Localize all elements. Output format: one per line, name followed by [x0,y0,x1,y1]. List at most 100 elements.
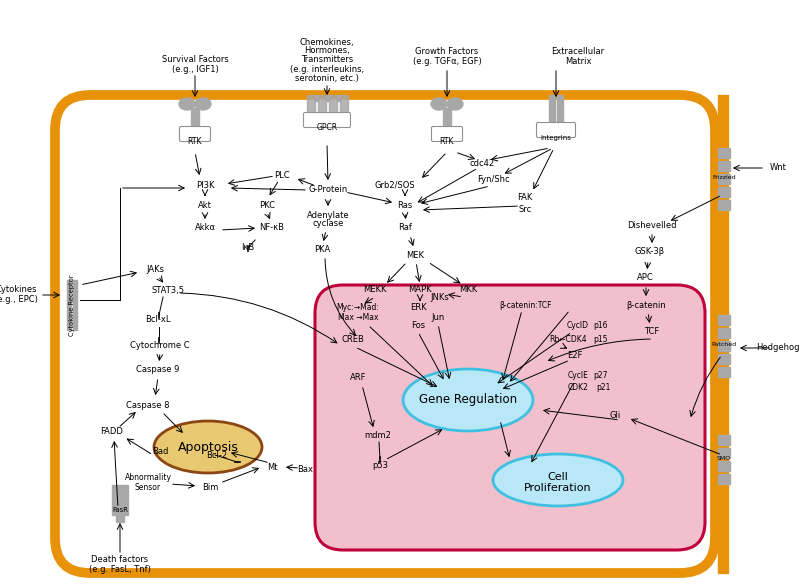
Bar [718,367,730,377]
Text: Dishevelled: Dishevelled [627,221,677,230]
Text: Gli: Gli [610,410,621,420]
Text: RTK: RTK [188,137,202,146]
Bar [73,280,77,330]
Text: TCF: TCF [644,328,660,336]
Text: Hedgehog: Hedgehog [756,343,800,353]
Text: Mt: Mt [266,463,278,471]
Text: Transmitters: Transmitters [301,56,353,65]
Text: Bcl-xL: Bcl-xL [146,315,170,325]
Ellipse shape [447,98,463,110]
Bar [718,200,730,210]
Text: ARF: ARF [350,373,366,383]
Text: RTK: RTK [440,137,454,146]
Text: CDK2: CDK2 [567,383,589,393]
Text: (e.g., EPC): (e.g., EPC) [0,295,38,303]
Ellipse shape [403,369,533,431]
Bar [718,315,730,325]
Text: Myc:→Mad:: Myc:→Mad: [337,303,379,312]
Text: cyclase: cyclase [312,220,344,228]
Bar [116,514,124,522]
Text: β-catenin:TCF: β-catenin:TCF [498,301,551,309]
Text: Apoptosis: Apoptosis [178,440,238,454]
Text: mdm2: mdm2 [365,430,391,440]
Bar [329,95,337,115]
Text: (e.g. TGFα, EGF): (e.g. TGFα, EGF) [413,56,482,66]
Text: APC: APC [637,274,654,282]
Text: p53: p53 [372,460,388,470]
Text: SMO: SMO [717,456,731,460]
Text: E2F: E2F [567,350,582,359]
Bar [191,108,199,130]
FancyBboxPatch shape [315,285,705,550]
Text: Cytokines: Cytokines [0,285,37,295]
Text: Death factors: Death factors [91,555,149,565]
Text: Rb←CDK4: Rb←CDK4 [549,335,587,343]
Text: Cytokine Receptor: Cytokine Receptor [69,274,75,336]
Bar [326,95,329,101]
Text: β-catenin: β-catenin [626,301,666,309]
Text: MKK: MKK [459,285,477,295]
Text: Bcl-2: Bcl-2 [206,450,227,460]
Text: Cell: Cell [547,472,569,482]
Bar [112,485,128,515]
Text: PI3K: PI3K [196,180,214,190]
Text: Grb2/SOS: Grb2/SOS [374,180,415,190]
Text: Fyn/Shc: Fyn/Shc [477,176,510,184]
Text: FasR: FasR [112,507,128,513]
Bar [718,95,728,573]
Ellipse shape [179,98,195,110]
Text: FAK: FAK [518,194,533,203]
Text: CyclE: CyclE [567,370,589,380]
Text: CREB: CREB [342,336,365,345]
Text: cdc42: cdc42 [470,158,494,167]
Text: Matrix: Matrix [565,56,591,66]
Text: STAT3,5: STAT3,5 [151,285,185,295]
Bar [718,328,730,338]
Bar [718,341,730,351]
Text: (e.g. FasL, Tnf): (e.g. FasL, Tnf) [89,565,151,573]
Bar [67,280,71,330]
Text: GPCR: GPCR [317,123,338,133]
Text: Adenylate: Adenylate [306,211,350,220]
Bar [718,448,730,458]
Text: Growth Factors: Growth Factors [415,48,478,56]
Text: Patched: Patched [711,342,737,347]
Text: Bim: Bim [202,483,218,491]
Bar [340,95,348,115]
Text: IκB: IκB [242,244,254,252]
Ellipse shape [493,454,623,506]
Text: JNKs: JNKs [430,292,450,302]
Text: Bad: Bad [152,447,168,457]
Ellipse shape [195,98,211,110]
Text: JAKs: JAKs [146,265,164,275]
Text: Integrins: Integrins [541,135,571,141]
Text: p16: p16 [593,321,607,329]
Text: Hormones,: Hormones, [304,46,350,56]
Text: (e.g., IGF1): (e.g., IGF1) [172,66,218,75]
Text: PKA: PKA [314,245,330,255]
Text: ERK: ERK [410,303,426,312]
Text: PKC: PKC [259,201,275,210]
Text: Proliferation: Proliferation [524,483,592,493]
Text: p15: p15 [593,335,607,343]
Text: Sensor: Sensor [135,483,161,491]
Bar [718,161,730,171]
Bar [718,354,730,364]
Text: Wnt: Wnt [770,164,786,173]
Bar [315,95,318,101]
Bar [718,148,730,158]
Text: Survival Factors: Survival Factors [162,56,228,65]
Text: G-Protein: G-Protein [308,185,348,194]
Text: FADD: FADD [101,427,123,437]
Text: p21: p21 [596,383,610,393]
Text: Cytochrome C: Cytochrome C [130,340,190,349]
Text: Abnormality: Abnormality [125,474,171,483]
Text: GSK-3β: GSK-3β [635,248,665,257]
Ellipse shape [431,98,447,110]
Text: Frizzled: Frizzled [712,175,736,180]
Bar [318,95,326,115]
Text: Caspase 8: Caspase 8 [126,400,170,410]
Text: PLC: PLC [274,170,290,180]
Bar [337,95,340,101]
Bar [307,95,315,115]
